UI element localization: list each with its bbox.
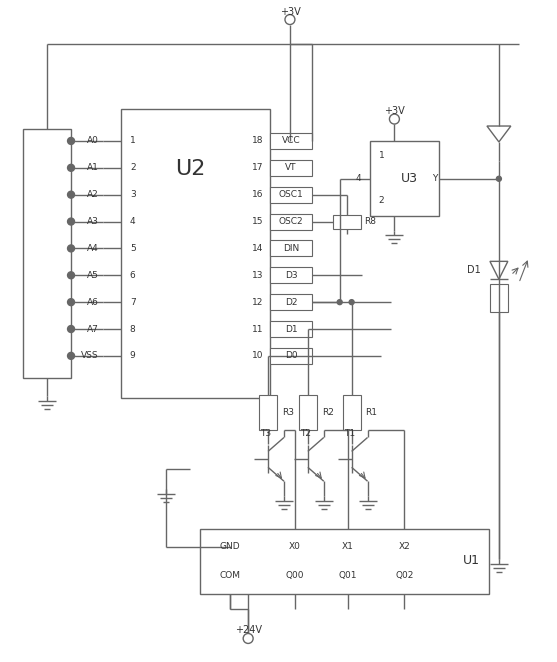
Text: 2: 2: [379, 196, 384, 205]
Text: 12: 12: [252, 298, 264, 307]
Text: U1: U1: [462, 554, 480, 567]
Text: R3: R3: [282, 408, 294, 416]
Bar: [270, 240, 312, 256]
Text: OSC2: OSC2: [278, 217, 303, 226]
Text: U3: U3: [401, 172, 418, 185]
Text: 10: 10: [252, 352, 264, 360]
Bar: [270, 348, 312, 364]
Text: Q02: Q02: [395, 571, 413, 581]
Text: A0: A0: [87, 136, 99, 146]
Text: 11: 11: [252, 324, 264, 334]
Text: A4: A4: [87, 244, 99, 253]
Text: 1: 1: [379, 152, 384, 160]
Text: D2: D2: [285, 298, 297, 307]
Text: 15: 15: [252, 217, 264, 226]
Bar: [121, 109, 270, 398]
Text: OSC1: OSC1: [278, 190, 304, 199]
Text: 14: 14: [252, 244, 264, 253]
Text: U2: U2: [175, 159, 206, 179]
Text: +3V: +3V: [280, 7, 300, 17]
Circle shape: [349, 300, 354, 305]
Text: COM: COM: [220, 571, 241, 581]
Text: A5: A5: [87, 271, 99, 280]
Circle shape: [67, 272, 75, 279]
Bar: [333, 214, 360, 228]
Text: 5: 5: [130, 244, 135, 253]
Circle shape: [67, 245, 75, 252]
Bar: [270, 294, 312, 310]
Circle shape: [496, 176, 501, 181]
Circle shape: [67, 326, 75, 332]
Text: D1: D1: [285, 324, 297, 334]
Text: 9: 9: [130, 352, 135, 360]
Text: D1: D1: [467, 265, 481, 275]
Text: 8: 8: [130, 324, 135, 334]
Text: 3: 3: [130, 190, 135, 199]
Text: +3V: +3V: [384, 106, 405, 116]
Circle shape: [67, 164, 75, 171]
Bar: [23, 129, 71, 378]
Text: 17: 17: [252, 164, 264, 172]
Text: D0: D0: [285, 352, 297, 360]
Text: A6: A6: [87, 298, 99, 307]
Text: X2: X2: [398, 542, 411, 551]
Text: GND: GND: [220, 542, 241, 551]
Text: VSS: VSS: [81, 352, 99, 360]
Circle shape: [67, 352, 75, 359]
Text: A1: A1: [87, 164, 99, 172]
Text: VT: VT: [285, 164, 297, 172]
Text: 4: 4: [356, 174, 361, 183]
Text: 18: 18: [252, 136, 264, 146]
Text: 2: 2: [130, 164, 135, 172]
Text: R2: R2: [322, 408, 334, 416]
Circle shape: [337, 300, 342, 305]
Text: X1: X1: [341, 542, 354, 551]
Bar: [270, 160, 312, 176]
Text: Q00: Q00: [286, 571, 304, 581]
Text: 13: 13: [252, 271, 264, 280]
Bar: [299, 395, 317, 430]
Text: R8: R8: [365, 217, 377, 226]
Text: A7: A7: [87, 324, 99, 334]
Text: Y: Y: [433, 174, 438, 183]
Text: 4: 4: [130, 217, 135, 226]
Text: DIN: DIN: [283, 244, 299, 253]
Text: +24V: +24V: [234, 626, 262, 636]
Bar: [270, 267, 312, 283]
Text: T2: T2: [300, 429, 311, 438]
Bar: [270, 214, 312, 230]
Circle shape: [67, 218, 75, 225]
Text: A2: A2: [87, 190, 99, 199]
Bar: [270, 321, 312, 337]
Circle shape: [67, 191, 75, 198]
Text: D3: D3: [285, 271, 297, 280]
Bar: [201, 529, 489, 594]
Bar: [343, 395, 360, 430]
Text: X0: X0: [289, 542, 301, 551]
Text: 1: 1: [130, 136, 135, 146]
Bar: [369, 141, 439, 216]
Text: R1: R1: [365, 408, 378, 416]
Text: Q01: Q01: [339, 571, 357, 581]
Bar: [270, 187, 312, 203]
Bar: [490, 284, 508, 312]
Circle shape: [67, 138, 75, 144]
Bar: [259, 395, 277, 430]
Text: 7: 7: [130, 298, 135, 307]
Text: 6: 6: [130, 271, 135, 280]
Text: 16: 16: [252, 190, 264, 199]
Text: A3: A3: [87, 217, 99, 226]
Bar: [270, 133, 312, 149]
Text: T3: T3: [261, 429, 272, 438]
Text: T1: T1: [344, 429, 355, 438]
Text: VCC: VCC: [282, 136, 300, 146]
Circle shape: [67, 299, 75, 306]
